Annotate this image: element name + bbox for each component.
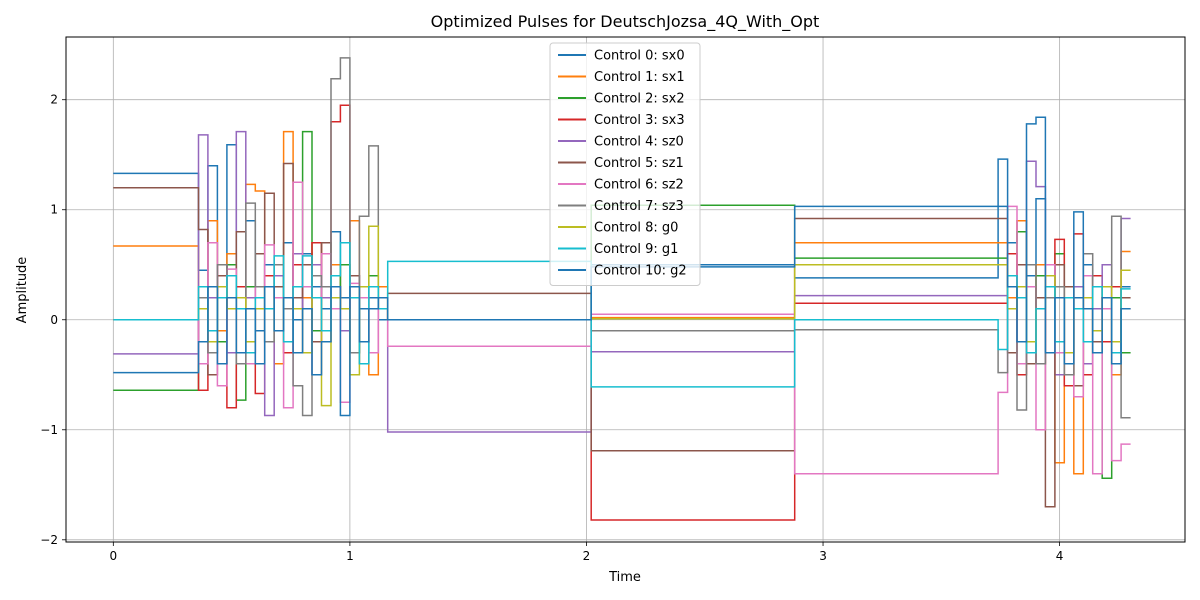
legend-box [549, 42, 701, 286]
legend-label-3: Control 3: sx3 [594, 113, 685, 128]
y-tick-label: −1 [40, 423, 58, 437]
legend-label-0: Control 0: sx0 [594, 49, 685, 64]
legend-label-5: Control 5: sz1 [594, 156, 684, 171]
legend-label-7: Control 7: sz3 [594, 199, 684, 214]
x-tick-label: 2 [583, 549, 591, 563]
legend-label-4: Control 4: sz0 [594, 135, 684, 150]
x-tick-label: 1 [346, 549, 354, 563]
x-tick-label: 3 [819, 549, 827, 563]
legend-label-2: Control 2: sx2 [594, 92, 685, 107]
legend-label-8: Control 8: g0 [594, 221, 678, 236]
x-tick-label: 4 [1056, 549, 1064, 563]
legend-label-9: Control 9: g1 [594, 242, 678, 257]
legend: Control 0: sx0 Control 1: sx1 Control 2: s… [549, 42, 701, 286]
x-tick-label: 0 [109, 549, 117, 563]
legend-label-6: Control 6: sz2 [594, 178, 684, 193]
x-axis-label: Time [608, 570, 641, 585]
series-lines [113, 57, 1131, 521]
y-tick-label: 2 [50, 93, 58, 107]
y-tick-label: 0 [50, 313, 58, 327]
ticks: 0 1 2 3 4 −2 −1 0 1 2 [40, 93, 1063, 563]
legend-label-1: Control 1: sx1 [594, 70, 685, 85]
series-line-7 [113, 57, 1131, 419]
chart-title: Optimized Pulses for DeutschJozsa_4Q_Wit… [431, 12, 820, 32]
series-line-10 [113, 116, 1131, 417]
legend-label-10: Control 10: g2 [594, 264, 687, 279]
y-tick-label: 1 [50, 203, 58, 217]
plot-frame [65, 36, 1186, 543]
y-tick-label: −2 [40, 533, 58, 547]
y-axis-label: Amplitude [15, 257, 30, 324]
